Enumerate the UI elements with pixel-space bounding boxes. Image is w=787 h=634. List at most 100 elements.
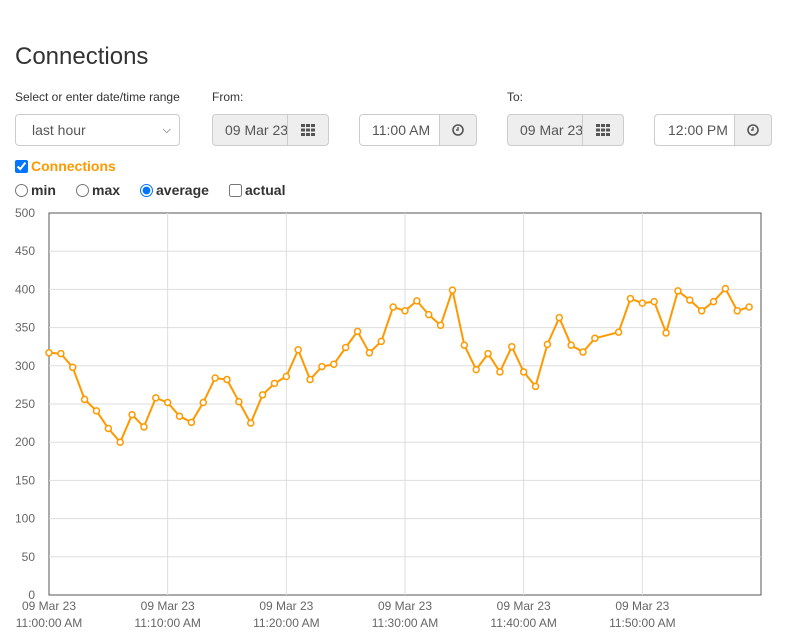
data-point [484, 349, 492, 358]
from-label: From: [212, 90, 244, 104]
x-tick-time: 11:20:00 AM [253, 616, 320, 630]
data-point [697, 307, 706, 315]
to-time-input[interactable]: 12:00 PM [654, 114, 735, 146]
data-point [187, 418, 196, 427]
x-tick-date: 09 Mar 23 [141, 599, 195, 613]
from-time-button[interactable] [439, 114, 477, 146]
data-point [92, 407, 101, 415]
data-point [246, 419, 255, 427]
clock-icon [452, 124, 464, 136]
x-tick-date: 09 Mar 23 [378, 599, 432, 613]
data-point [745, 303, 753, 311]
x-tick-time: 11:30:00 AM [372, 616, 439, 630]
data-point [258, 391, 267, 399]
mode-average-label: average [156, 182, 209, 198]
data-point [531, 382, 540, 391]
actual-label: actual [245, 182, 286, 198]
data-point [614, 328, 623, 336]
data-point [282, 372, 291, 381]
data-point [733, 307, 742, 315]
mode-min-radio[interactable] [15, 183, 28, 197]
y-tick-label: 200 [15, 435, 35, 449]
data-point [567, 341, 575, 349]
data-point [436, 321, 445, 330]
data-point [353, 327, 362, 336]
from-time-input[interactable]: 11:00 AM [359, 114, 440, 146]
data-point [448, 286, 457, 294]
mode-min-option[interactable]: min [15, 182, 56, 198]
data-point [424, 310, 433, 319]
y-tick-label: 350 [15, 321, 35, 335]
y-tick-label: 100 [15, 512, 35, 526]
data-point [460, 341, 469, 349]
data-point [341, 343, 350, 352]
actual-option[interactable]: actual [229, 182, 285, 198]
data-point [306, 375, 314, 384]
data-point [294, 346, 302, 354]
data-point [211, 374, 219, 382]
data-point [80, 395, 89, 404]
range-select-value: last hour [32, 122, 86, 138]
data-point [199, 398, 208, 407]
data-point [104, 424, 113, 433]
x-tick-time: 11:50:00 AM [609, 616, 676, 630]
from-date-button[interactable] [287, 114, 329, 146]
data-point [270, 379, 279, 388]
data-point [496, 368, 504, 376]
data-point [519, 368, 528, 376]
data-point [318, 362, 326, 371]
actual-checkbox[interactable] [229, 183, 242, 197]
data-point [235, 397, 243, 406]
data-point [543, 340, 552, 349]
mode-average-option[interactable]: average [140, 182, 209, 198]
to-time-button[interactable] [734, 114, 772, 146]
x-tick-date: 09 Mar 23 [259, 599, 313, 613]
range-select[interactable]: last hour ⌵ [15, 114, 180, 146]
connections-checkbox[interactable] [15, 159, 28, 173]
mode-max-label: max [92, 182, 121, 198]
x-tick-date: 09 Mar 23 [615, 599, 669, 613]
mode-min-label: min [31, 182, 56, 198]
data-point [508, 342, 516, 351]
data-point [401, 307, 409, 315]
x-tick-date: 09 Mar 23 [22, 599, 76, 613]
y-tick-label: 300 [15, 359, 35, 373]
data-point [555, 313, 564, 322]
y-tick-label: 400 [15, 282, 35, 296]
to-date-input[interactable]: 09 Mar 23 [507, 114, 583, 146]
data-point [638, 299, 647, 307]
x-tick-date: 09 Mar 23 [497, 599, 551, 613]
connections-toggle[interactable]: Connections [15, 158, 116, 174]
data-point [45, 349, 53, 357]
data-point [674, 287, 682, 295]
data-point [591, 334, 599, 343]
data-point [721, 284, 730, 293]
mode-max-radio[interactable] [76, 183, 89, 197]
data-point [175, 412, 184, 420]
data-point [662, 329, 670, 337]
data-point [377, 337, 386, 346]
data-point [330, 360, 338, 369]
mode-average-radio[interactable] [140, 183, 153, 197]
mode-max-option[interactable]: max [76, 182, 120, 198]
grid-calendar-icon [301, 124, 315, 136]
data-point [472, 365, 480, 374]
connections-toggle-label: Connections [31, 158, 116, 174]
data-point [626, 294, 635, 303]
y-tick-label: 250 [15, 397, 35, 411]
grid-calendar-icon [596, 124, 610, 136]
range-label: Select or enter date/time range [15, 90, 180, 104]
to-date-button[interactable] [582, 114, 624, 146]
y-tick-label: 450 [15, 244, 35, 258]
data-point [163, 398, 172, 407]
data-point [223, 375, 231, 384]
data-point [709, 297, 718, 306]
y-tick-label: 150 [15, 473, 35, 487]
from-date-input[interactable]: 09 Mar 23 [212, 114, 288, 146]
data-point [152, 394, 160, 402]
data-point [579, 348, 587, 356]
data-point [116, 438, 124, 446]
page-title: Connections [15, 43, 149, 70]
data-point [365, 349, 374, 357]
chevron-down-icon: ⌵ [162, 124, 171, 136]
